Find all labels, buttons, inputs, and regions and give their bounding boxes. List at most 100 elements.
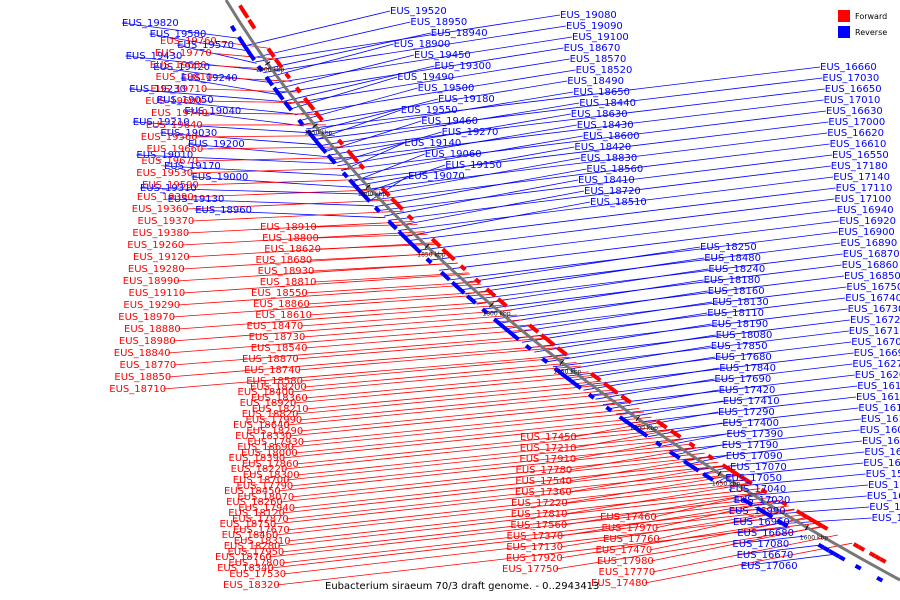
reverse-gene-mark: [828, 548, 836, 556]
forward-gene-label: EUS_19390: [137, 192, 194, 203]
label-leader-line: [428, 209, 837, 261]
reverse-gene-label: EUS_19060: [425, 149, 482, 160]
reverse-gene-label: EUS_18960: [195, 205, 252, 216]
forward-gene-label: EUS_19670: [141, 156, 198, 167]
forward-gene-label: EUS_18850: [114, 372, 171, 383]
forward-gene-mark: [879, 557, 887, 564]
scale-tick-label: 1850 kbp: [417, 252, 445, 259]
label-leader-line: [729, 488, 732, 492]
forward-gene-label: EUS_18840: [114, 348, 171, 359]
reverse-gene-label: EUS_16990: [729, 506, 786, 517]
label-leader-line: [167, 324, 530, 354]
reverse-gene-label: EUS_19210: [133, 117, 190, 128]
label-leader-line: [167, 198, 374, 207]
forward-gene-label: EUS_18610: [255, 310, 312, 321]
label-leader-line: [493, 275, 845, 320]
reverse-gene-label: EUS_18900: [394, 39, 451, 50]
forward-gene-label: EUS_19770: [155, 48, 212, 59]
reverse-gene-label: EUS_19100: [572, 32, 629, 43]
reverse-gene-label: EUS_16850: [844, 271, 900, 282]
label-leader-line: [736, 544, 820, 556]
reverse-gene-mark: [414, 247, 422, 255]
reverse-gene-label: EUS_17190: [722, 440, 779, 451]
label-leader-line: [521, 312, 708, 343]
forward-gene-label: EUS_19530: [136, 168, 193, 179]
reverse-gene-mark: [682, 459, 691, 467]
reverse-gene-label: EUS_15980: [868, 480, 900, 491]
scale-tick: [365, 184, 371, 189]
reverse-gene-label: EUS_16330: [867, 491, 900, 502]
forward-gene-label: EUS_18760: [215, 552, 272, 563]
reverse-gene-label: EUS_19140: [404, 138, 461, 149]
label-leader-line: [263, 25, 567, 73]
reverse-gene-label: EUS_19430: [126, 51, 183, 62]
scale-tick: [489, 302, 494, 308]
label-leader-line: [299, 389, 614, 421]
label-leader-line: [295, 426, 665, 465]
reverse-gene-mark: [702, 472, 710, 479]
forward-gene-label: EUS_17360: [515, 487, 572, 498]
forward-gene-label: EUS_17920: [506, 553, 563, 564]
label-leader-line: [195, 209, 386, 219]
label-leader-line: [184, 110, 304, 127]
forward-gene-label: EUS_19760: [160, 36, 217, 47]
forward-gene-label: EUS_18300: [243, 470, 300, 481]
label-leader-line: [163, 355, 568, 390]
forward-gene-label: EUS_18120: [228, 508, 285, 519]
label-leader-line: [302, 319, 524, 338]
forward-gene-mark: [316, 114, 324, 122]
reverse-gene-mark: [458, 287, 466, 295]
forward-gene-label: EUS_17940: [238, 503, 295, 514]
forward-gene-label: EUS_18800: [262, 233, 319, 244]
label-leader-line: [564, 491, 767, 526]
label-leader-line: [275, 482, 752, 536]
forward-gene-label: EUS_18700: [233, 475, 290, 486]
scale-tick: [312, 123, 318, 128]
forward-gene-mark: [821, 524, 829, 531]
label-leader-line: [753, 495, 867, 506]
label-leader-line: [602, 374, 855, 405]
forward-gene-label: EUS_18580: [246, 376, 303, 387]
forward-gene-label: EUS_18220: [231, 464, 288, 475]
reverse-gene-label: EUS_16100: [861, 414, 900, 425]
label-leader-line: [319, 102, 580, 147]
reverse-gene-label: EUS_18560: [586, 164, 643, 175]
reverse-gene-label: EUS_17140: [833, 172, 890, 183]
forward-gene-label: EUS_18990: [123, 276, 180, 287]
label-leader-line: [286, 438, 684, 481]
label-leader-line: [186, 221, 415, 234]
reverse-gene-label: EUS_19150: [445, 160, 502, 171]
forward-gene-label: EUS_17950: [228, 547, 285, 558]
reverse-gene-mark: [817, 542, 825, 550]
reverse-gene-mark: [632, 424, 640, 432]
genome-caption: Eubacterium siraeum 70/3 draft genome. -…: [325, 581, 599, 592]
forward-gene-label: EUS_19260: [127, 240, 184, 251]
label-leader-line: [308, 98, 439, 133]
reverse-gene-mark: [605, 405, 613, 413]
reverse-gene-label: EUS_16710: [849, 326, 900, 337]
label-leader-line: [172, 293, 493, 318]
label-leader-line: [655, 418, 861, 443]
label-leader-line: [176, 262, 458, 282]
forward-gene-label: EUS_18000: [241, 448, 298, 459]
label-leader-line: [364, 157, 581, 197]
forward-gene-mark: [249, 22, 257, 30]
forward-gene-label: EUS_19560: [141, 132, 198, 143]
reverse-gene-label: EUS_17850: [711, 341, 768, 352]
label-leader-line: [204, 88, 301, 93]
forward-gene-label: EUS_17760: [603, 534, 660, 545]
label-leader-line: [650, 525, 823, 562]
forward-gene-label: EUS_18360: [251, 393, 308, 404]
forward-gene-label: EUS_17670: [233, 525, 290, 536]
forward-gene-label: EUS_17780: [516, 465, 573, 476]
label-leader-line: [300, 356, 570, 382]
label-leader-line: [284, 429, 670, 470]
reverse-gene-label: EUS_16170: [856, 392, 900, 403]
forward-gene-mark: [852, 542, 860, 549]
reverse-gene-label: EUS_16750: [846, 282, 900, 293]
label-leader-line: [278, 47, 564, 94]
gene-features: [229, 4, 887, 583]
reverse-gene-mark: [286, 104, 293, 112]
forward-gene-mark: [660, 422, 668, 430]
reverse-gene-label: EUS_16630: [826, 106, 883, 117]
